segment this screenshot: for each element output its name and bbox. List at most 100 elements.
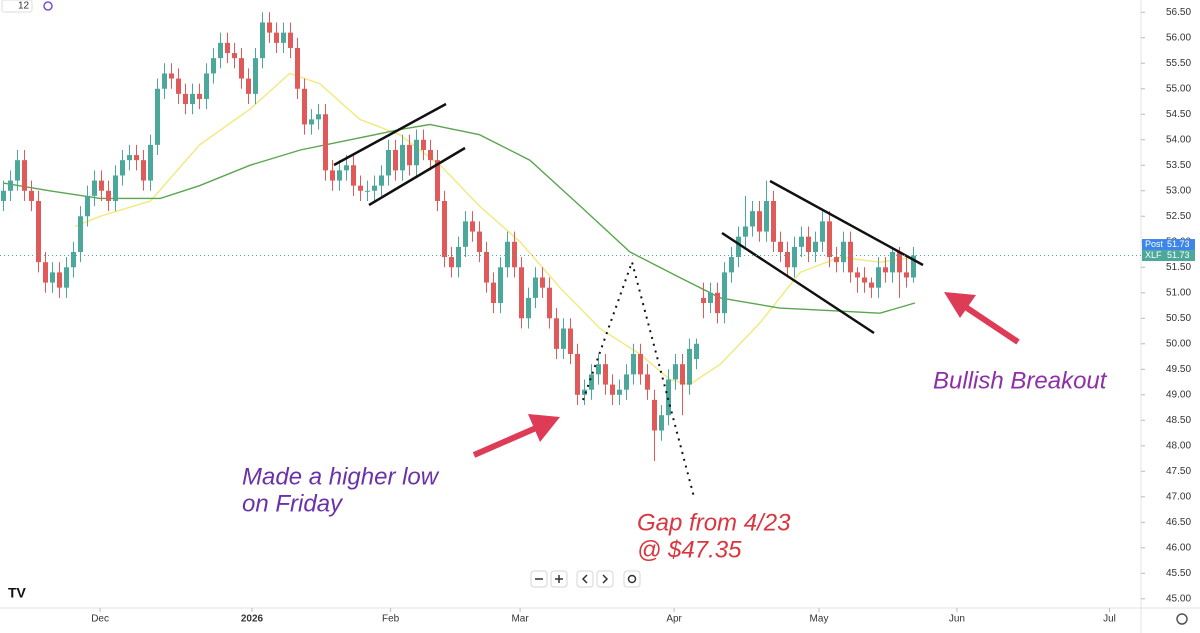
settings-button[interactable] (1176, 613, 1188, 625)
candle-body (736, 236, 741, 258)
candle-body (134, 155, 139, 161)
candle-body (302, 88, 307, 125)
candle-body (29, 190, 34, 201)
candle-body (141, 160, 146, 181)
trendline (368, 146, 466, 207)
candle-body (526, 297, 531, 319)
candle-body (876, 267, 881, 288)
candle-body (344, 165, 349, 171)
candle-body (309, 119, 314, 125)
price-tag-box (1142, 250, 1195, 262)
candle-body (617, 389, 622, 395)
candle-body (127, 155, 132, 161)
header: 12 (1, 0, 53, 13)
candle-body (400, 144, 405, 171)
candle-body (799, 236, 804, 247)
y-tick-label: 56.50 (1166, 7, 1191, 18)
y-tick-label: 54.50 (1166, 109, 1191, 120)
candle-body (540, 277, 545, 288)
y-tick-label: 50.50 (1166, 313, 1191, 324)
candle-body (421, 139, 426, 150)
candle-body (659, 415, 664, 431)
candle-body (687, 348, 692, 385)
x-tick-label: Mar (511, 614, 529, 625)
zoom-out-button[interactable] (530, 570, 548, 588)
candle-body (470, 221, 475, 232)
y-tick-label: 49.00 (1166, 389, 1191, 400)
candle-body (204, 73, 209, 99)
candle-body (330, 170, 335, 181)
candle-body (834, 257, 839, 263)
arrow-shaft (962, 303, 1020, 345)
candle-body (274, 32, 279, 43)
candle-body (351, 165, 356, 186)
reset-button[interactable] (623, 570, 641, 588)
candle-body (155, 88, 160, 145)
candle-body (757, 211, 762, 232)
y-tick-label: 46.50 (1166, 517, 1191, 528)
candle-body (715, 292, 720, 314)
candle-body (477, 231, 482, 252)
gap-sketch (582, 258, 695, 498)
candle-body (288, 32, 293, 48)
candle-body (862, 277, 867, 283)
candle-body (575, 353, 580, 395)
candle-body (806, 236, 811, 252)
candle-body (449, 257, 454, 268)
candle-body (92, 180, 97, 196)
annotation: Bullish Breakout (933, 367, 1108, 394)
candle-body (365, 190, 370, 192)
candle-body (792, 246, 797, 268)
scroll-left-button[interactable] (576, 570, 594, 588)
y-tick-label: 48.50 (1166, 415, 1191, 426)
candle-body (281, 32, 286, 43)
candle-body (211, 58, 216, 74)
candle-body (120, 160, 125, 176)
candle-body (841, 241, 846, 263)
scroll-right-button[interactable] (596, 570, 614, 588)
candle-body (694, 343, 699, 360)
candle-body (827, 221, 832, 258)
y-tick-label: 46.00 (1166, 542, 1191, 553)
candle-body (631, 353, 636, 375)
annotation: @ $47.35 (637, 536, 742, 563)
candle-body (771, 200, 776, 242)
candle-body (85, 195, 90, 217)
trendline (721, 231, 875, 335)
candle-body (554, 318, 559, 349)
candle-body (50, 272, 55, 283)
candle-body (589, 374, 594, 390)
candle-body (393, 149, 398, 171)
price-tag-name: Post (1145, 239, 1164, 249)
candle-body (71, 251, 76, 268)
candle-body (218, 42, 223, 59)
zoom-in-button[interactable] (550, 570, 568, 588)
arrow-shaft (472, 425, 538, 458)
candle-body (603, 364, 608, 385)
candle-body (232, 53, 237, 59)
candle-body (386, 149, 391, 176)
y-tick-label: 54.00 (1166, 134, 1191, 145)
candle-body (722, 272, 727, 314)
candle-body (253, 58, 258, 94)
candle-body (183, 93, 188, 105)
y-tick-label: 55.00 (1166, 83, 1191, 94)
candle-body (673, 364, 678, 380)
candle-body (456, 246, 461, 268)
arrow-head (944, 292, 976, 318)
candle-body (246, 78, 251, 94)
candle-body (666, 379, 671, 416)
candle-body (36, 200, 41, 263)
candle-body (547, 287, 552, 319)
price-tag-name: XLF (1145, 250, 1162, 260)
candle-body (113, 175, 118, 201)
x-tick-label: 2026 (241, 614, 264, 625)
annotation: Made a higher low (242, 463, 440, 490)
candle-body (106, 190, 111, 201)
candle-body (190, 93, 195, 105)
candle-body (43, 262, 48, 283)
x-tick-label: Jul (1103, 614, 1116, 625)
x-tick-label: Jun (949, 614, 965, 625)
y-tick-label: 53.50 (1166, 160, 1191, 171)
